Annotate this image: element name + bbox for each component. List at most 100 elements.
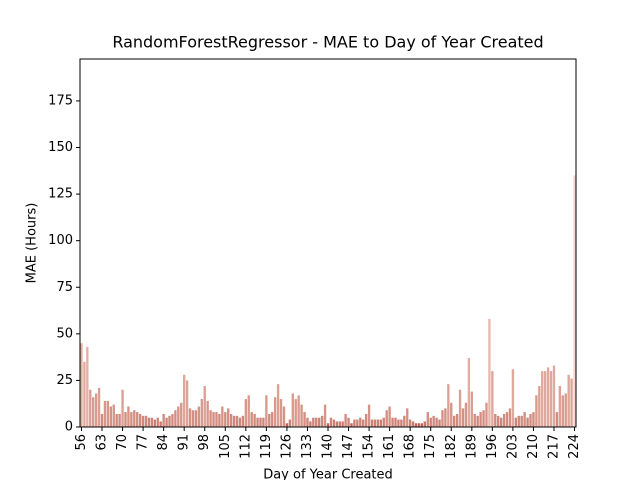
bar [476,415,479,427]
bar [177,406,180,427]
bar [485,402,488,427]
bar [121,389,124,427]
bar [306,417,309,427]
bar [168,415,171,427]
bar [224,412,227,427]
bar [385,410,388,427]
bar [494,413,497,427]
bar [115,413,118,427]
x-tick-label: 196 [485,434,500,459]
bar [329,417,333,427]
bar [376,419,380,427]
bar [294,399,297,427]
y-tick-label: 0 [65,420,73,435]
x-tick-label: 203 [505,434,520,459]
bar [92,397,95,427]
x-tick-label: 63 [95,434,110,451]
bar [367,404,371,427]
bar [197,406,201,427]
bar [373,419,377,427]
bar [244,399,247,427]
bar [447,384,450,427]
bar [259,417,262,427]
bar [300,404,303,427]
bar [297,395,300,427]
bar [353,419,356,427]
bar [174,410,177,427]
bar [464,402,468,427]
x-tick-label: 119 [259,434,274,459]
bar [364,413,368,427]
x-tick-label: 224 [567,434,582,459]
bar [265,395,268,427]
x-tick-label: 140 [321,434,336,459]
bar [438,419,441,427]
bar [212,412,215,427]
bar [508,408,512,427]
bar [461,408,465,427]
bar [127,406,130,427]
bar [426,412,429,427]
bar [455,413,459,427]
bar [100,413,104,427]
bar [150,417,154,427]
bar [350,423,353,427]
x-tick-label: 175 [423,434,438,459]
y-tick-label: 175 [48,93,73,108]
bar [552,365,556,427]
bar [238,417,242,427]
bar [538,386,541,427]
bar [241,415,245,427]
bar [136,412,139,427]
bar [288,419,292,427]
bar [450,402,453,427]
bar [282,406,286,427]
bar [203,386,206,427]
bar [221,406,224,427]
x-axis-label: Day of Year Created [263,468,393,481]
bar [235,415,239,427]
bar [303,412,306,427]
bar [564,393,567,427]
bar [273,397,277,427]
bar [165,417,168,427]
bar [432,415,435,427]
bar [247,395,250,427]
bar [499,417,503,427]
bar [491,371,494,427]
x-tick-label: 126 [279,434,294,459]
x-tick-label: 189 [464,434,479,459]
bar [194,410,198,427]
bar [206,400,209,427]
bar [138,413,142,427]
y-tick-label: 75 [56,280,73,295]
y-tick-label: 125 [48,187,73,202]
bar [153,419,157,427]
bar [318,417,321,427]
bar [262,417,265,427]
bar [388,406,391,427]
y-tick-label: 150 [48,140,73,155]
bar [256,417,259,427]
x-tick-label: 91 [177,434,192,451]
bar [356,419,359,427]
bar [191,410,195,427]
bar [479,412,482,427]
bar [414,423,418,427]
bar [200,399,203,427]
bar [315,417,318,427]
bar [183,374,186,427]
bar [532,412,535,427]
bar [344,413,347,427]
bar [250,412,253,427]
bar [555,412,559,427]
y-tick-label: 50 [56,326,73,341]
bar [162,413,165,427]
bar [118,413,121,427]
x-tick-label: 147 [341,434,356,459]
bar [544,371,547,427]
bar [502,413,506,427]
x-tick-label: 210 [526,434,541,459]
bar [453,415,456,427]
